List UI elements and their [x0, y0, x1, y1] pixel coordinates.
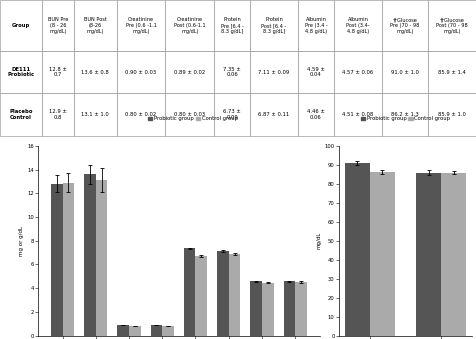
Bar [369, 172, 394, 336]
Bar [261, 283, 273, 336]
Bar [150, 325, 162, 336]
Bar [84, 174, 96, 336]
Bar [295, 282, 306, 336]
Bar [283, 281, 295, 336]
Bar [51, 184, 62, 336]
Legend: Probiotic group, Control group: Probiotic group, Control group [146, 114, 239, 123]
Bar [195, 256, 207, 336]
Bar [62, 182, 74, 336]
Bar [228, 254, 240, 336]
Bar [250, 281, 261, 336]
Y-axis label: mg/dL: mg/dL [316, 232, 321, 250]
Bar [344, 163, 369, 336]
Bar [96, 180, 107, 336]
Y-axis label: mg or g/dL: mg or g/dL [20, 226, 24, 256]
Bar [217, 251, 228, 336]
Bar [440, 173, 465, 336]
Bar [415, 173, 440, 336]
Bar [117, 325, 129, 336]
Bar [183, 248, 195, 336]
Bar [162, 326, 174, 336]
Bar [129, 326, 140, 336]
Legend: Probiotic group, Control group: Probiotic group, Control group [358, 114, 451, 123]
